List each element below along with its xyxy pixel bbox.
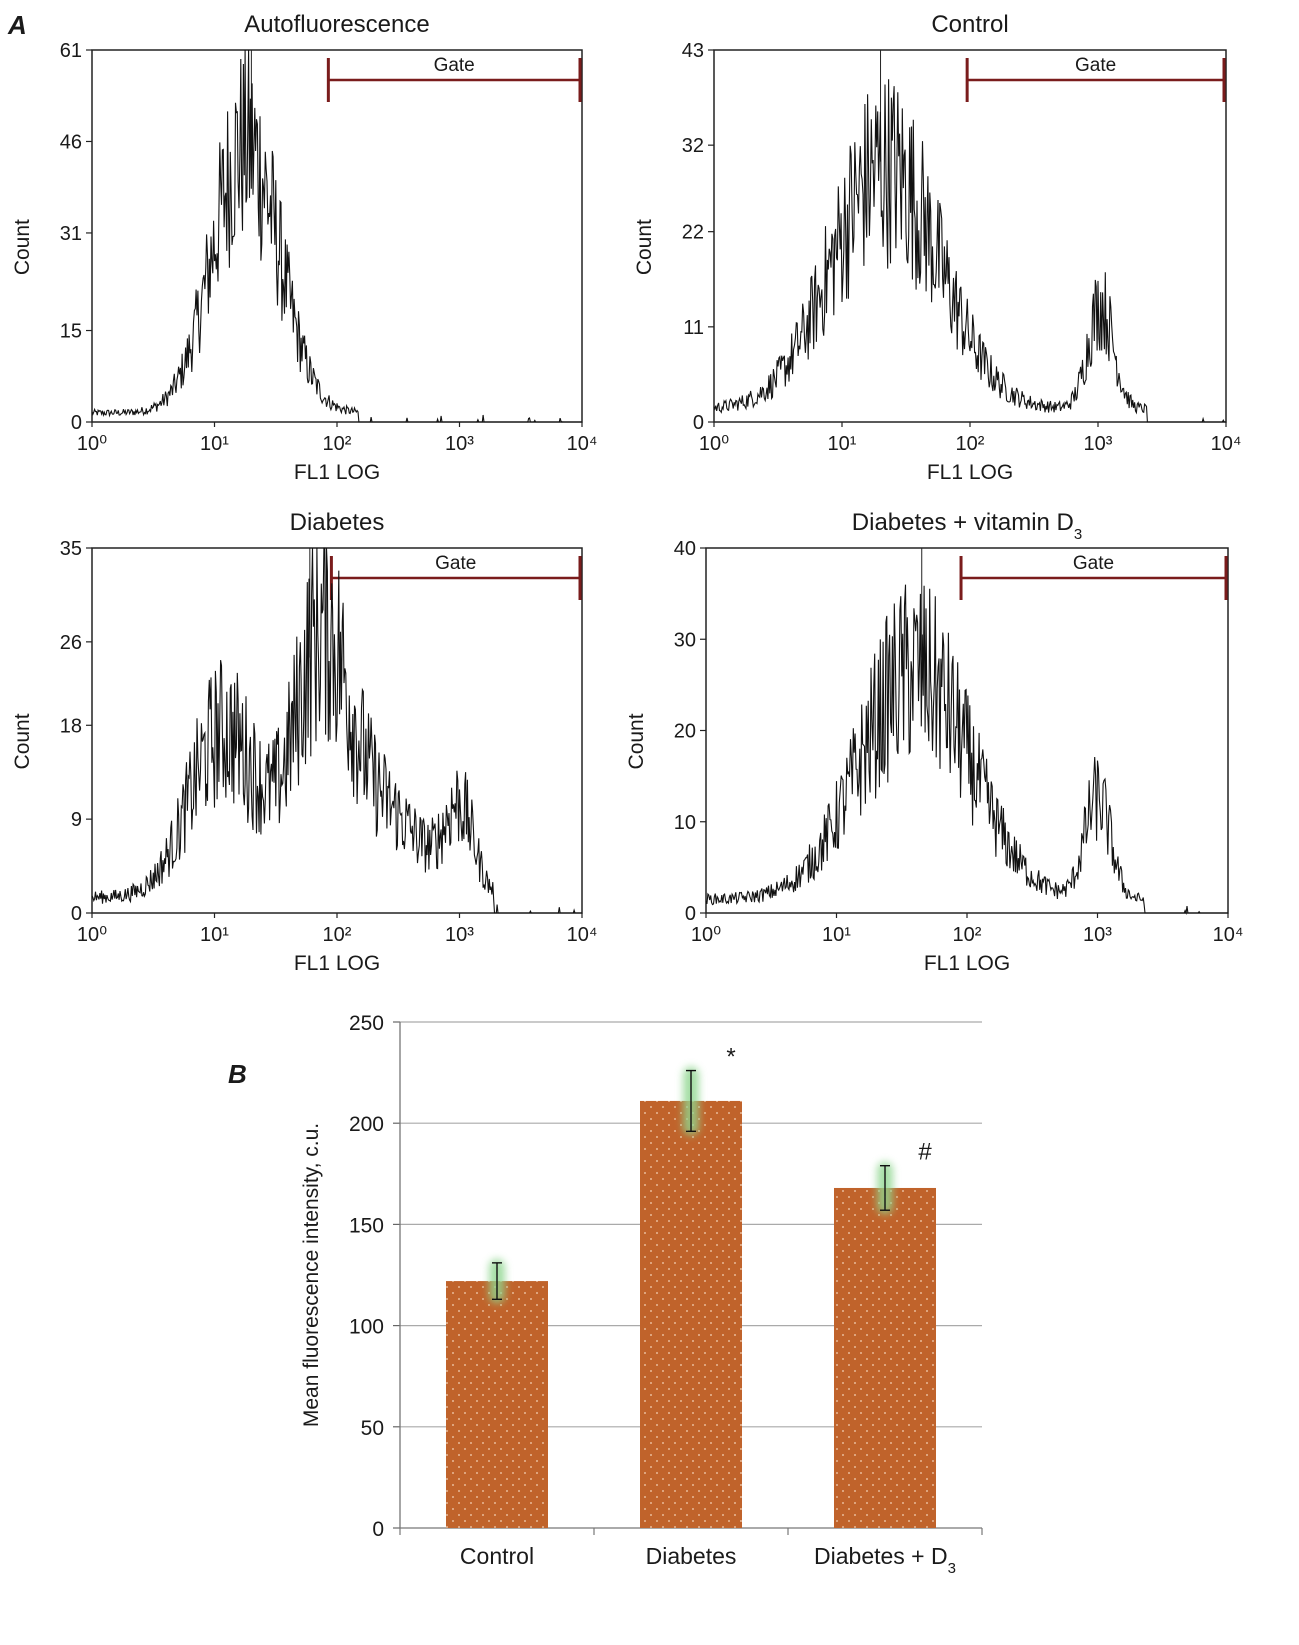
significance-mark: # [918, 1139, 932, 1166]
histogram-trace [713, 79, 1226, 423]
y-tick-label: 35 [60, 538, 82, 560]
y-tick-label: 0 [71, 903, 82, 925]
x-tick-label: 10¹ [828, 433, 857, 455]
x-tick-label: 10³ [445, 433, 474, 455]
y-tick-label: 26 [60, 632, 82, 654]
gate-label: Gate [435, 553, 476, 574]
x-axis-label: FL1 LOG [924, 952, 1010, 975]
y-axis-label: Count [11, 713, 34, 769]
category-subscript: 3 [948, 1560, 956, 1577]
x-tick-label: 10⁴ [1213, 924, 1244, 946]
x-tick-label: 10⁴ [567, 433, 598, 455]
x-tick-label: 10⁴ [567, 924, 598, 946]
y-tick-label: 22 [682, 222, 704, 244]
chart-title: Control [931, 11, 1008, 38]
y-axis-label: Count [625, 713, 648, 769]
y-tick-label: 15 [60, 321, 82, 343]
plot-frame [91, 49, 583, 423]
gate-label: Gate [1075, 55, 1116, 76]
histogram-1: Autofluorescence 0 15 31 46 61 10⁰ 10¹ 10² 10³ 10⁴… [11, 11, 597, 484]
panel-b-label: B [228, 1059, 247, 1089]
bar-control [446, 1281, 548, 1528]
y-tick-label: 100 [349, 1316, 384, 1339]
x-tick-label: 10² [953, 924, 982, 946]
y-tick-label: 0 [372, 1518, 384, 1541]
y-tick-label: 20 [674, 721, 696, 743]
bar-chart: 0 50 100 150 200 250 Mean fluorescence intensi… [300, 1012, 983, 1577]
y-tick-label: 46 [60, 131, 82, 153]
x-tick-label: 10¹ [200, 924, 229, 946]
x-tick-label: 10³ [445, 924, 474, 946]
y-tick-label: 200 [349, 1113, 384, 1136]
y-tick-label: 18 [60, 715, 82, 737]
gate-label: Gate [1073, 553, 1114, 574]
histogram-trace [91, 547, 582, 914]
x-tick-label: 10³ [1084, 433, 1113, 455]
x-axis-label: FL1 LOG [294, 952, 380, 975]
y-tick-label: 0 [71, 412, 82, 434]
x-tick-label: 10⁰ [77, 924, 107, 946]
y-tick-label: 31 [60, 223, 82, 245]
x-tick-label: 10² [323, 433, 352, 455]
y-axis-label: Count [11, 219, 34, 275]
panel-a-label: A [7, 10, 27, 40]
y-tick-label: 0 [685, 903, 696, 925]
x-tick-label: 10⁰ [699, 433, 729, 455]
bar-diabetes-d [834, 1187, 936, 1528]
y-tick-label: 61 [60, 40, 82, 62]
x-tick-label: 10¹ [200, 433, 229, 455]
x-axis-label: FL1 LOG [927, 461, 1013, 484]
histogram-trace [91, 49, 582, 423]
title-subscript: 3 [1074, 526, 1082, 543]
significance-mark: * [726, 1044, 735, 1071]
x-tick-label: 10⁰ [691, 924, 721, 946]
y-axis-label: Count [633, 219, 656, 275]
y-tick-label: 43 [682, 40, 704, 62]
y-tick-label: 150 [349, 1214, 384, 1237]
y-tick-label: 40 [674, 538, 696, 560]
y-tick-label: 250 [349, 1012, 384, 1035]
histogram-4: Diabetes + vitamin D3 0 10 20 30 40 10⁰ 10¹ 10² 1… [625, 509, 1243, 975]
x-tick-label: 10⁴ [1211, 433, 1242, 455]
y-tick-label: 30 [674, 629, 696, 651]
y-tick-label: 9 [71, 809, 82, 831]
y-axis-label: Mean fluorescence intensity, c.u. [300, 1123, 323, 1427]
x-tick-label: 10³ [1083, 924, 1112, 946]
histogram-trace [705, 584, 1228, 916]
x-tick-label: 10¹ [822, 924, 851, 946]
y-tick-label: 50 [361, 1417, 384, 1440]
x-tick-label: 10² [956, 433, 985, 455]
category-label: Control [460, 1543, 534, 1569]
gate-label: Gate [434, 55, 475, 76]
x-tick-label: 10² [323, 924, 352, 946]
y-tick-label: 11 [683, 317, 704, 339]
chart-title: Autofluorescence [244, 11, 429, 38]
histogram-3: Diabetes 0 9 18 26 35 10⁰ 10¹ 10² 10³ 10⁴ FL1 LOG Co… [11, 509, 597, 975]
y-tick-label: 32 [682, 135, 704, 157]
chart-title: Diabetes [290, 509, 385, 536]
y-tick-label: 10 [674, 812, 696, 834]
chart-title: Diabetes + vitamin D3 [852, 509, 1082, 543]
y-tick-label: 0 [693, 412, 704, 434]
x-axis-label: FL1 LOG [294, 461, 380, 484]
x-tick-label: 10⁰ [77, 433, 107, 455]
category-label: Diabetes + D3 [814, 1543, 956, 1577]
histogram-2: Control 0 11 22 32 43 10⁰ 10¹ 10² 10³ 10⁴ FL1 LOG Co… [633, 11, 1241, 484]
bar-diabetes [640, 1100, 742, 1528]
category-label: Diabetes [646, 1543, 737, 1569]
histogram-panels: Autofluorescence 0 15 31 46 61 10⁰ 10¹ 10² 10³ 10⁴… [11, 11, 1243, 975]
